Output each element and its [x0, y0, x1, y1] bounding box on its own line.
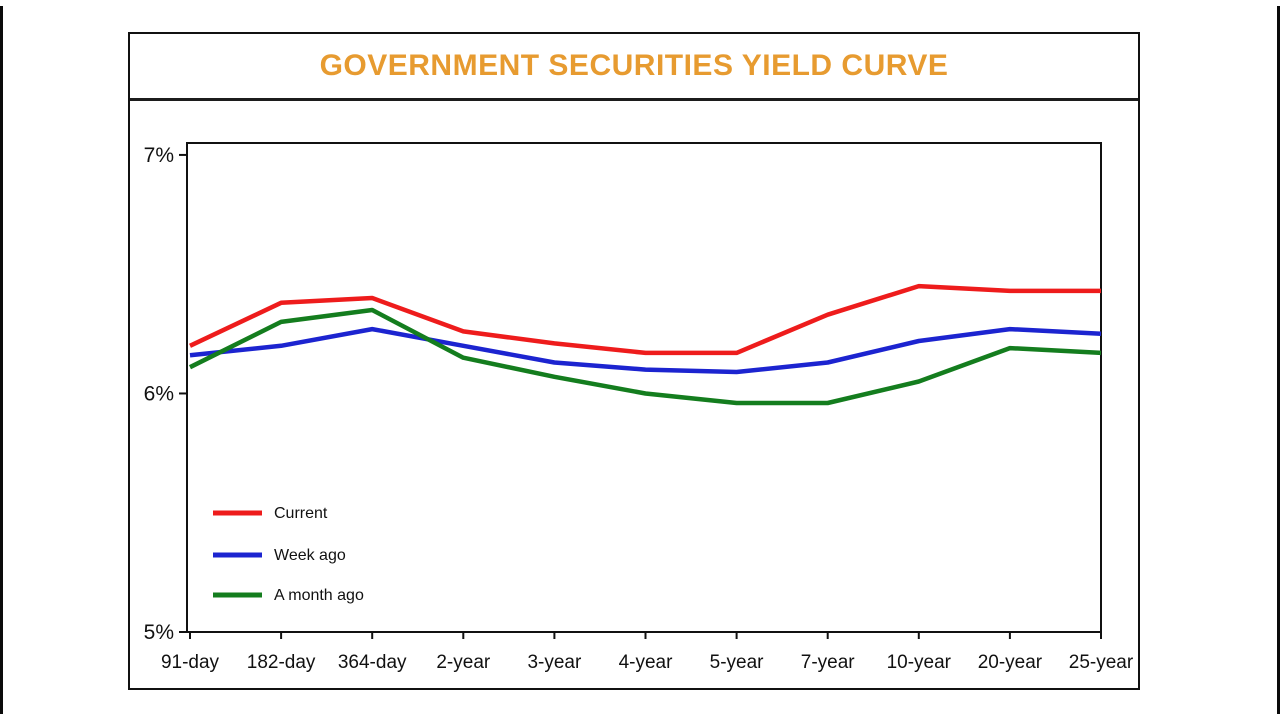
- right-edge-bar: [1277, 6, 1280, 714]
- yield-curve-chart: 7% 6% 5% 91-day 182-day 364-day 2-year 3-year 4-…: [144, 142, 1134, 673]
- legend-label-week-ago: Week ago: [274, 547, 346, 564]
- y-tick-label: 5%: [144, 621, 174, 644]
- x-tick-label: 3-year: [527, 652, 582, 673]
- series-line-current: [189, 283, 1101, 356]
- x-tick-label: 182-day: [247, 652, 316, 673]
- x-tick-label: 10-year: [887, 652, 952, 673]
- x-tick-label: 25-year: [1069, 652, 1134, 673]
- legend-label-a-month-ago: A month ago: [274, 587, 364, 604]
- x-tick-label: 20-year: [978, 652, 1043, 673]
- legend-label-current: Current: [274, 505, 328, 522]
- y-tick-label: 6%: [144, 382, 174, 405]
- chart-area: 7% 6% 5% 91-day 182-day 364-day 2-year 3-year 4-…: [130, 101, 1138, 686]
- series-line-week-ago: [189, 326, 1102, 375]
- x-tick-label: 2-year: [436, 652, 491, 673]
- chart-title: GOVERNMENT SECURITIES YIELD CURVE: [319, 49, 949, 82]
- chart-card: GOVERNMENT SECURITIES YIELD CURVE 7% 6% 5%…: [128, 32, 1140, 690]
- x-tick-label: 5-year: [710, 652, 765, 673]
- plot-frame: [186, 142, 1102, 633]
- x-tick-label: 7-year: [801, 652, 856, 673]
- x-tick-label: 4-year: [619, 652, 674, 673]
- series-line-a-month-ago: [188, 307, 1102, 406]
- x-tick-label: 364-day: [338, 652, 407, 673]
- y-tick-label: 7%: [144, 144, 174, 167]
- left-edge-bar: [0, 6, 3, 714]
- x-tick-label: 91-day: [161, 652, 220, 673]
- chart-header: GOVERNMENT SECURITIES YIELD CURVE: [130, 34, 1138, 101]
